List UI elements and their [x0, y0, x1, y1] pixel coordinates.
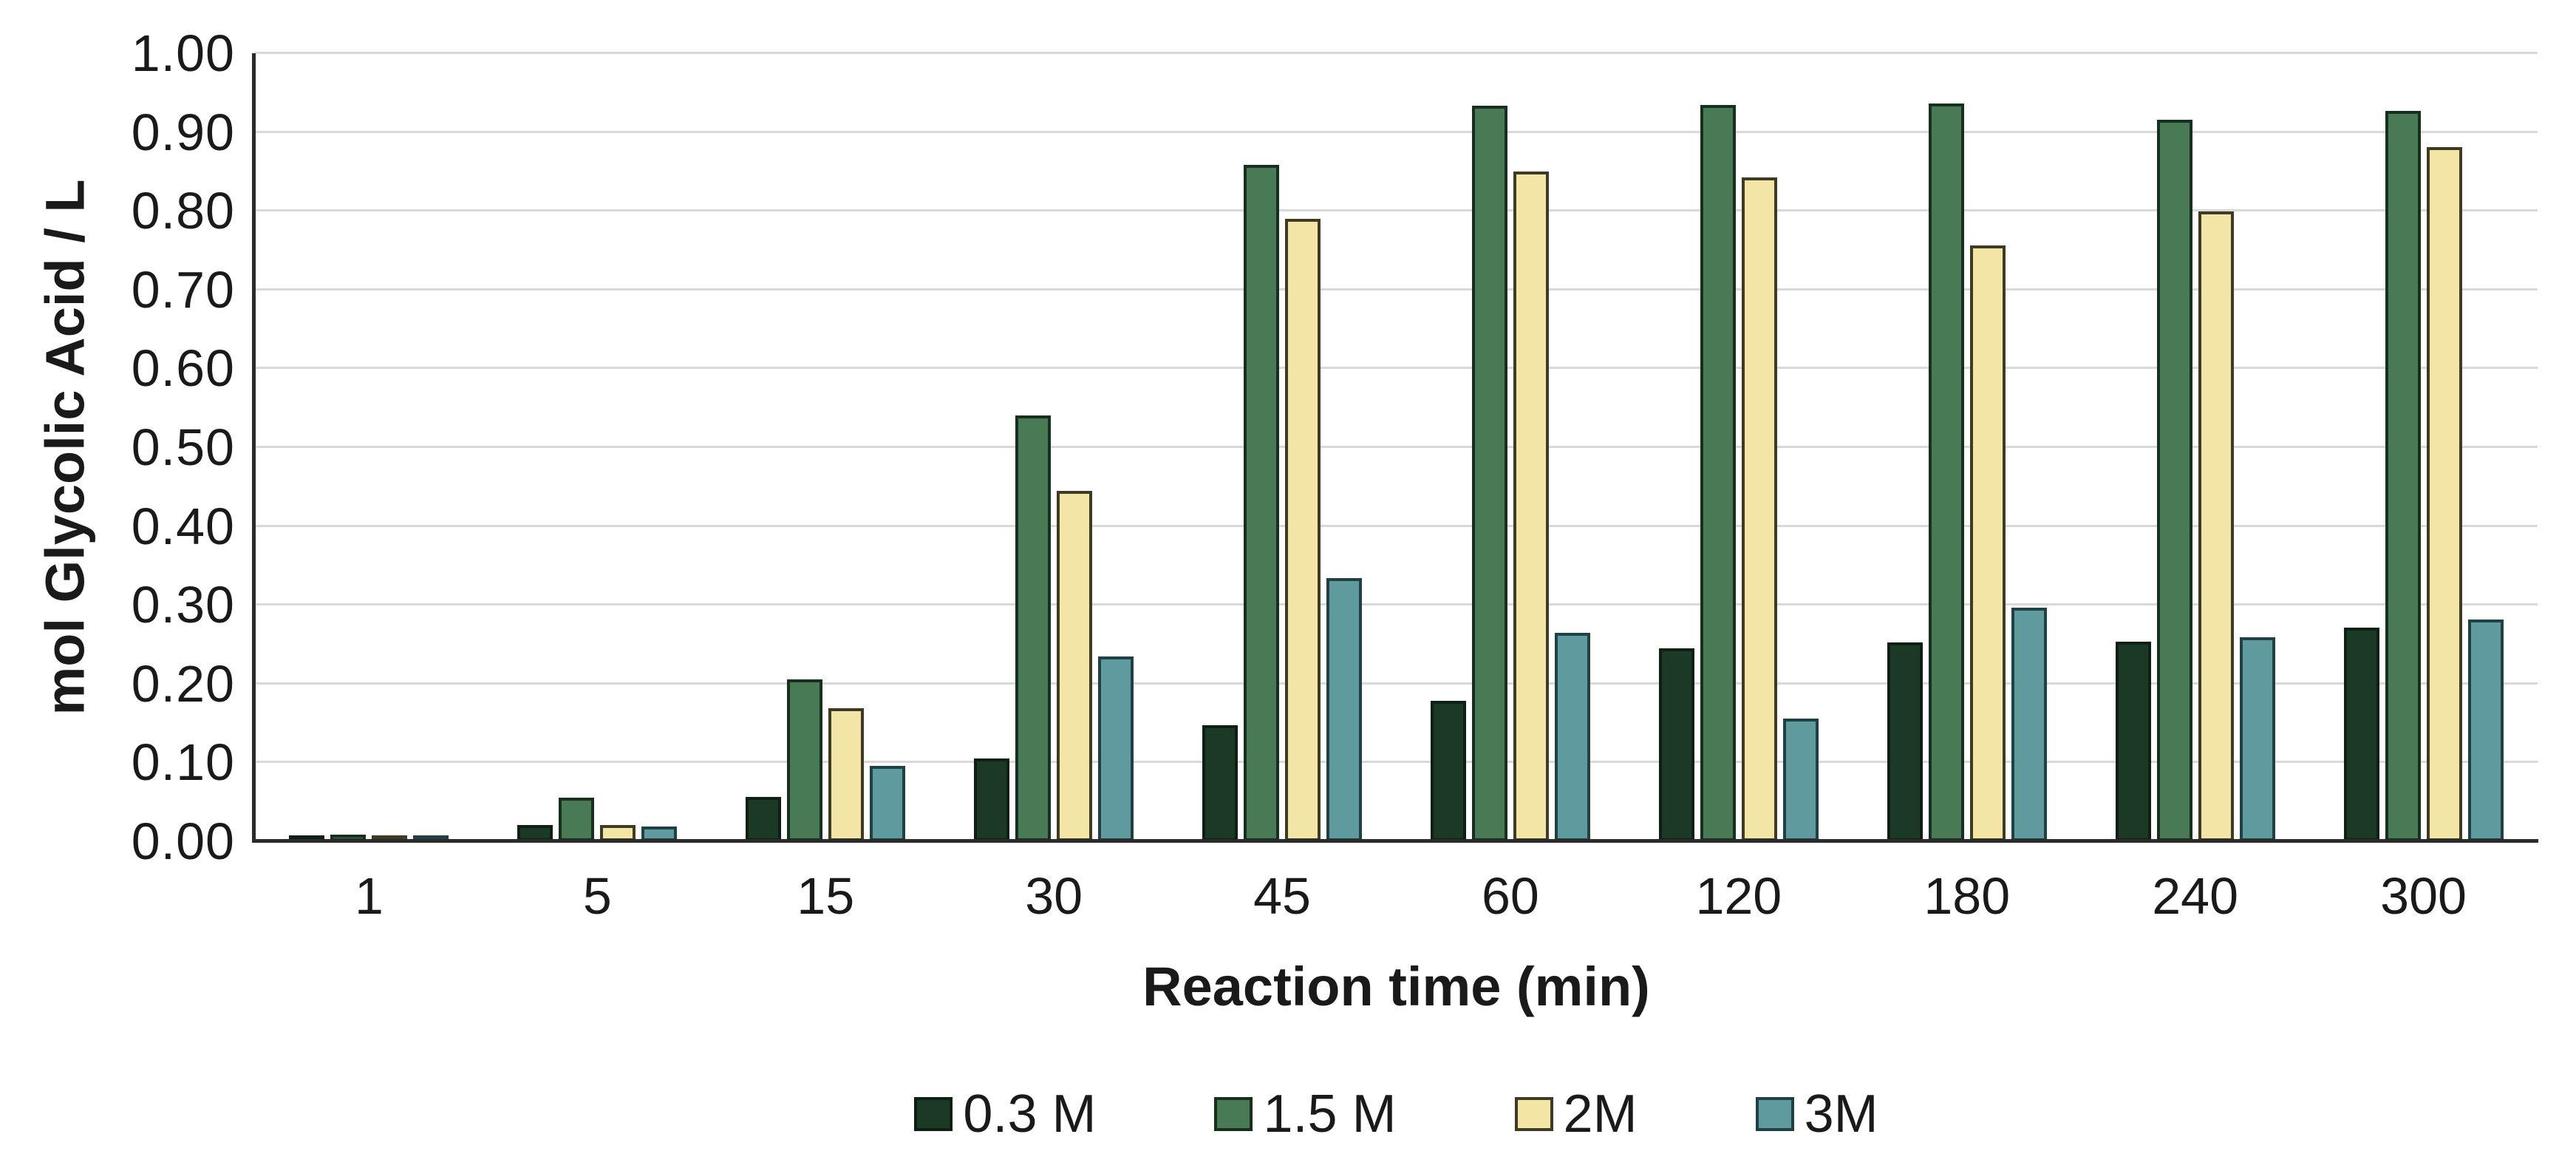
y-tick-label: 0.70	[131, 260, 235, 319]
gridline	[255, 52, 2538, 54]
gridline	[255, 367, 2538, 370]
x-tick-label: 15	[797, 867, 855, 925]
bar-0.3M-t30	[974, 758, 1010, 841]
gridline	[255, 446, 2538, 448]
bar-3M-t30	[1098, 656, 1134, 841]
legend-label: 0.3 M	[963, 1085, 1097, 1144]
x-tick-label: 1	[354, 867, 384, 925]
y-tick-label: 0.00	[131, 812, 235, 870]
x-tick-label: 300	[2380, 867, 2467, 925]
x-tick-label: 5	[582, 867, 612, 925]
x-tick-label: 30	[1025, 867, 1083, 925]
y-tick-label: 0.50	[131, 418, 235, 476]
bar-3M-t15	[870, 765, 906, 841]
bar-0.3M-t45	[1202, 725, 1238, 841]
bar-group-15	[712, 53, 940, 841]
gridline	[255, 209, 2538, 212]
bar-2M-t240	[2198, 211, 2234, 841]
bar-1.5M-t60	[1471, 106, 1507, 841]
bar-2M-t15	[828, 707, 865, 841]
bar-3M-t60	[1554, 632, 1590, 841]
bar-group-5	[483, 53, 712, 841]
legend-item-1.5M: 1.5 M	[1214, 1084, 1397, 1144]
legend-swatch	[1755, 1097, 1794, 1131]
y-tick-label: 0.80	[131, 182, 235, 240]
plot-area	[252, 52, 2538, 843]
bar-group-180	[1853, 53, 2081, 841]
legend-label: 1.5 M	[1263, 1085, 1397, 1144]
bar-2M-t30	[1057, 490, 1093, 841]
x-tick-label: 240	[2152, 867, 2239, 925]
gridline	[255, 761, 2538, 764]
y-tick-label: 0.40	[131, 497, 235, 555]
bar-1.5M-t30	[1015, 415, 1052, 841]
bar-1.5M-t15	[787, 679, 823, 841]
bar-1.5M-t180	[1928, 103, 1964, 841]
bar-1.5M-t120	[1700, 105, 1736, 841]
gridline	[255, 682, 2538, 685]
bar-2M-t120	[1741, 177, 1777, 841]
bar-3M-t240	[2239, 637, 2275, 841]
bar-group-1	[255, 53, 483, 841]
gridline	[255, 288, 2538, 291]
x-tick-label: 45	[1253, 867, 1311, 925]
legend-swatch	[1514, 1097, 1553, 1131]
bar-0.3M-t240	[2115, 642, 2151, 841]
y-tick-label: 0.10	[131, 733, 235, 792]
bar-group-300	[2309, 53, 2538, 841]
y-tick-label: 0.60	[131, 339, 235, 398]
bar-2M-t180	[1969, 245, 2006, 841]
bar-2M-t300	[2426, 146, 2462, 841]
y-tick-label: 1.00	[131, 24, 235, 82]
bar-0.3M-t120	[1658, 648, 1694, 841]
bar-1.5M-t45	[1244, 165, 1280, 841]
bar-3M-t45	[1326, 577, 1363, 841]
bar-2M-t60	[1513, 171, 1549, 841]
legend-label: 3M	[1804, 1085, 1878, 1144]
bar-3M-t180	[2011, 608, 2047, 841]
x-tick-label: 60	[1482, 867, 1539, 925]
y-tick-label: 0.90	[131, 103, 235, 161]
x-axis-line	[252, 839, 2538, 843]
legend-label: 2M	[1563, 1085, 1638, 1144]
bar-group-30	[940, 53, 1168, 841]
y-tick-label: 0.30	[131, 576, 235, 634]
gridlines-layer	[255, 52, 2538, 841]
bar-3M-t120	[1782, 718, 1819, 841]
gridline	[255, 524, 2538, 527]
bar-2M-t45	[1285, 218, 1321, 841]
gridline	[255, 603, 2538, 606]
bar-group-240	[2081, 53, 2309, 841]
bar-0.3M-t15	[746, 797, 782, 841]
bar-1.5M-t5	[559, 798, 595, 841]
y-tick-label: 0.20	[131, 654, 235, 713]
legend-item-3M: 3M	[1755, 1084, 1878, 1144]
x-tick-label: 180	[1924, 867, 2011, 925]
bar-group-120	[1624, 53, 1853, 841]
bar-0.3M-t300	[2343, 628, 2379, 841]
legend-item-0.3M: 0.3 M	[914, 1084, 1096, 1144]
bar-3M-t300	[2467, 620, 2504, 841]
legend: 0.3 M 1.5 M 2M 3M	[255, 1073, 2538, 1155]
x-axis-title: Reaction time (min)	[1142, 956, 1650, 1017]
bar-1.5M-t300	[2385, 110, 2421, 841]
gridline	[255, 130, 2538, 133]
bar-1.5M-t240	[2156, 119, 2192, 841]
legend-swatch	[914, 1097, 953, 1131]
bar-0.3M-t180	[1887, 642, 1923, 841]
legend-item-2M: 2M	[1514, 1084, 1638, 1144]
y-axis-line	[252, 53, 256, 843]
bar-group-60	[1397, 53, 1625, 841]
legend-swatch	[1214, 1097, 1253, 1131]
bar-0.3M-t60	[1430, 701, 1466, 841]
bar-group-45	[1168, 53, 1397, 841]
bars-layer	[255, 53, 2538, 841]
x-tick-label: 120	[1695, 867, 1782, 925]
